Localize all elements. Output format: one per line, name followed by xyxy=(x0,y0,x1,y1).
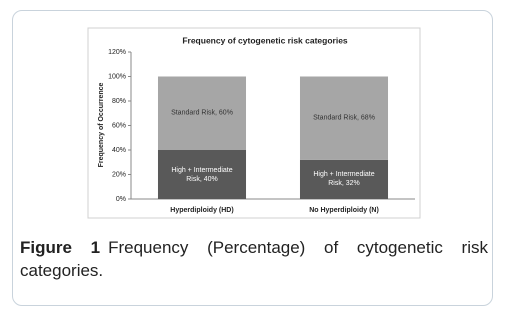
data-label: High + Intermediate Risk, 32% xyxy=(313,171,375,188)
y-tick-label: 0% xyxy=(116,196,126,203)
y-tick-label: 100% xyxy=(108,73,126,80)
y-tick-label: 120% xyxy=(108,49,126,56)
bar-segment xyxy=(299,159,389,199)
x-tick-label: Hyperdiploidy (HD) xyxy=(170,207,233,214)
y-axis-title: Frequency of Occurrence xyxy=(98,82,105,167)
data-label: Standard Risk, 68% xyxy=(313,114,375,122)
caption-label: Figure 1 xyxy=(20,238,101,257)
caption-text: Frequency (Percentage) of cytogenetic ri… xyxy=(20,238,488,280)
y-tick-label: 80% xyxy=(112,98,126,105)
caption: Figure 1 Frequency (Percentage) of cytoge… xyxy=(20,236,488,282)
bar-segment xyxy=(299,76,389,160)
y-tick-label: 60% xyxy=(112,122,126,129)
figure-frame xyxy=(12,10,493,306)
bar-segment xyxy=(157,150,247,199)
x-tick-label: No Hyperdiploidy (N) xyxy=(309,207,379,214)
y-tick-label: 20% xyxy=(112,171,126,178)
bar-segment xyxy=(157,76,247,150)
y-tick-label: 40% xyxy=(112,147,126,154)
chart-title: Frequency of cytogenetic risk categories xyxy=(182,35,348,45)
data-label: Standard Risk, 60% xyxy=(171,109,233,117)
data-label: High + Intermediate Risk, 40% xyxy=(171,166,233,183)
